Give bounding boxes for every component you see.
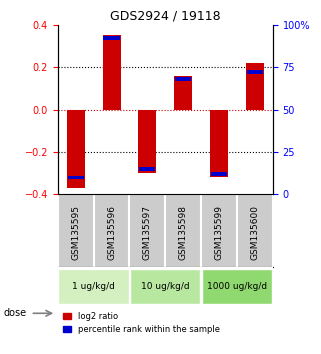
Legend: log2 ratio, percentile rank within the sample: log2 ratio, percentile rank within the s…: [60, 308, 223, 337]
Text: GSM135599: GSM135599: [214, 205, 224, 260]
Text: 10 ug/kg/d: 10 ug/kg/d: [141, 282, 190, 291]
Text: dose: dose: [3, 308, 26, 318]
Bar: [103, 35, 120, 110]
Bar: [174, 76, 192, 110]
Text: GSM135595: GSM135595: [71, 205, 80, 260]
Bar: [103, 36, 120, 40]
FancyBboxPatch shape: [130, 269, 200, 304]
Text: GSM135596: GSM135596: [107, 205, 116, 260]
FancyBboxPatch shape: [58, 269, 129, 304]
Bar: [210, 110, 228, 177]
Text: 1 ug/kg/d: 1 ug/kg/d: [72, 282, 115, 291]
Bar: [246, 63, 264, 110]
Bar: [175, 77, 191, 81]
Bar: [67, 110, 85, 188]
Title: GDS2924 / 19118: GDS2924 / 19118: [110, 9, 221, 22]
Bar: [247, 70, 263, 74]
Bar: [138, 110, 156, 173]
Bar: [139, 167, 155, 171]
Text: GSM135597: GSM135597: [143, 205, 152, 260]
Text: GSM135600: GSM135600: [250, 205, 259, 260]
Text: GSM135598: GSM135598: [179, 205, 188, 260]
Bar: [211, 172, 227, 176]
FancyBboxPatch shape: [202, 269, 272, 304]
Text: 1000 ug/kg/d: 1000 ug/kg/d: [207, 282, 267, 291]
Bar: [68, 176, 84, 179]
